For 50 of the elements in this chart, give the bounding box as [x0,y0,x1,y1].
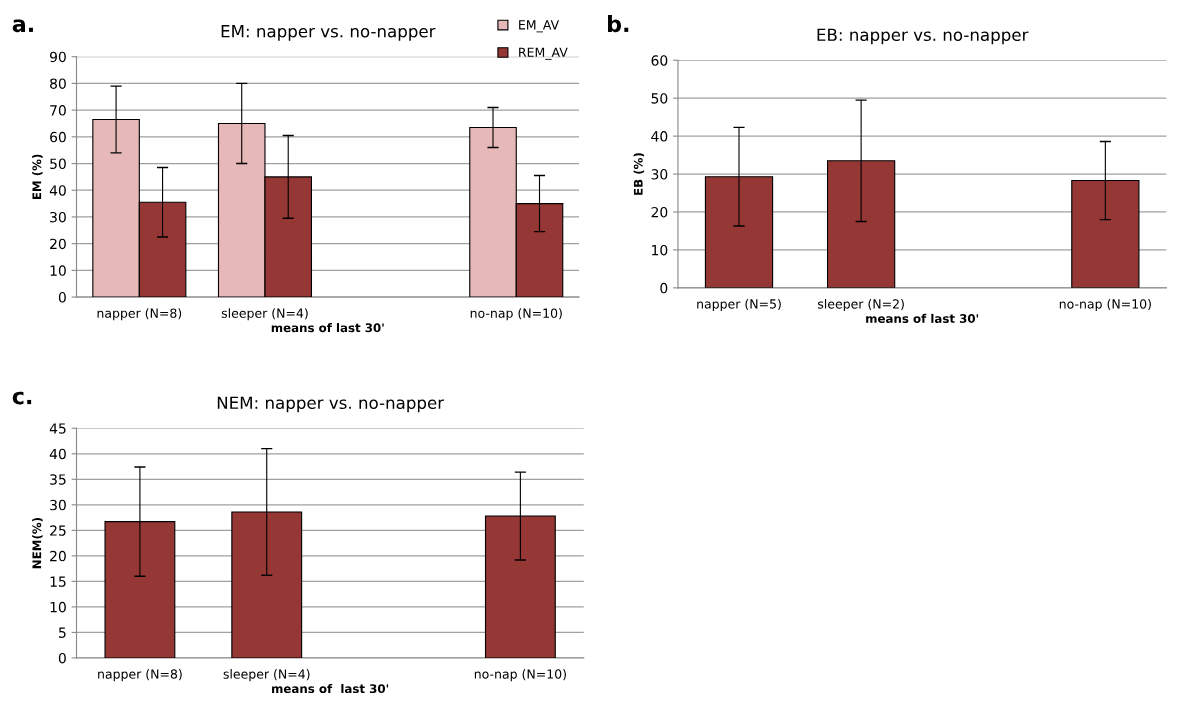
y-tick-label: 0 [58,292,66,303]
text: a. [12,19,33,33]
y-tick-label: 45 [49,423,66,434]
x-tick-label: sleeper (N=2) [817,298,904,312]
y-tick-label: 5 [59,627,66,638]
y-tick-label: 15 [50,576,66,587]
y-tick-label: 20 [50,238,66,250]
chart-title: EM: napper vs. no-napper [221,25,436,41]
y-tick-label: 10 [50,601,66,613]
y-tick-label: 10 [652,244,668,256]
y-tick-label: 0 [660,282,668,294]
x-tick-label: napper (N=8) [98,669,182,682]
x-tick-label: no-nap (N=10) [474,669,566,682]
x-axis-title: means of last 30' [866,313,979,323]
legend-label: REM_AV [519,47,568,60]
y-tick-label: 10 [50,265,66,276]
y-tick-label: 30 [50,211,66,223]
y-tick-label: 25 [50,525,66,536]
y-tick-label: 60 [50,131,66,143]
y-tick-label: 50 [651,93,668,104]
y-tick-label: 20 [651,206,668,218]
x-tick-label: no-nap (N=10) [1059,298,1151,312]
y-tick-label: 50 [50,158,66,170]
x-tick-label: napper (N=5) [697,298,781,312]
y-tick-label: 40 [49,448,66,460]
chart-title: NEM: napper vs. no-napper [217,396,445,413]
x-tick-label: sleeper (N=4) [221,308,308,321]
x-axis-title: means of last 30' [272,683,389,694]
y-tick-label: 30 [651,169,668,180]
y-tick-label: 60 [651,55,668,66]
x-tick-label: no-nap (N=10) [470,308,562,321]
chart-title: EB: napper vs. no-napper [817,28,1029,45]
text: b. [608,15,629,33]
y-tick-label: 40 [651,131,668,142]
y-tick-label: 80 [50,78,66,89]
y-tick-label: 35 [50,474,66,485]
y-tick-label: 40 [49,185,66,196]
y-tick-label: 30 [50,499,66,511]
x-tick-label: napper (N=8) [97,308,182,321]
y-tick-label: 0 [58,652,66,664]
y-tick-label: 70 [50,105,66,116]
y-axis-title: NEM(%) [32,517,43,569]
y-axis-title: EB (%) [633,153,645,195]
y-tick-label: 20 [50,550,66,562]
x-tick-label: sleeper (N=4) [223,669,310,682]
y-tick-label: 90 [49,51,66,63]
x-axis-title: means of last 30' [271,323,384,333]
text: c. [12,391,32,405]
y-axis-title: EM (%) [32,154,43,200]
legend-label: EM_AV [519,20,560,33]
